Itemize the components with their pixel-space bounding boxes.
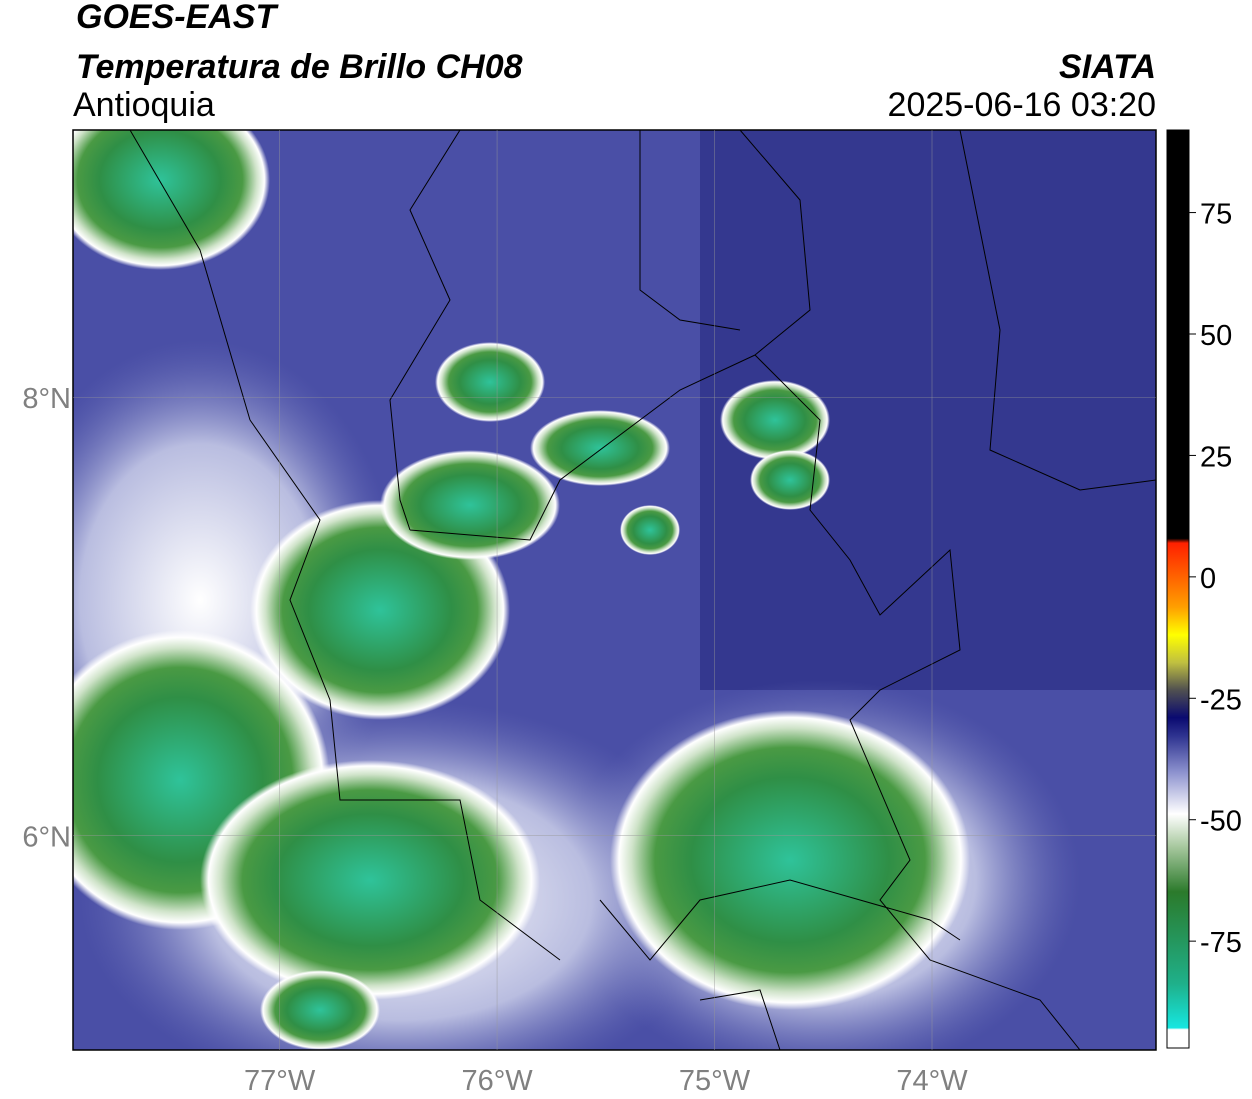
colorbar-tick-label: -75	[1200, 927, 1242, 959]
colorbar	[1166, 129, 1190, 1049]
map-frame	[72, 129, 1157, 1051]
source: SIATA	[1059, 48, 1156, 86]
colorbar-tick-label: 0	[1200, 563, 1216, 595]
timestamp: 2025-06-16 03:20	[888, 86, 1156, 124]
colorbar-tick-label: 25	[1200, 441, 1232, 473]
colorbar-tick-label: -25	[1200, 684, 1242, 716]
colorbar-tick-label: 50	[1200, 320, 1232, 352]
colorbar-tick-label: -50	[1200, 806, 1242, 838]
colorbar-tick-label: 75	[1200, 199, 1232, 231]
x-tick-label: 75°W	[679, 1065, 751, 1097]
region: Antioquia	[73, 86, 215, 124]
subtitle: Temperatura de Brillo CH08	[76, 48, 523, 86]
title: GOES-EAST	[76, 0, 279, 36]
y-tick-label: 6°N	[22, 821, 71, 853]
x-tick-label: 77°W	[244, 1065, 316, 1097]
x-tick-label: 76°W	[461, 1065, 533, 1097]
x-tick-label: 74°W	[896, 1065, 968, 1097]
y-tick-label: 8°N	[22, 383, 71, 415]
satellite-image	[73, 130, 1156, 1050]
